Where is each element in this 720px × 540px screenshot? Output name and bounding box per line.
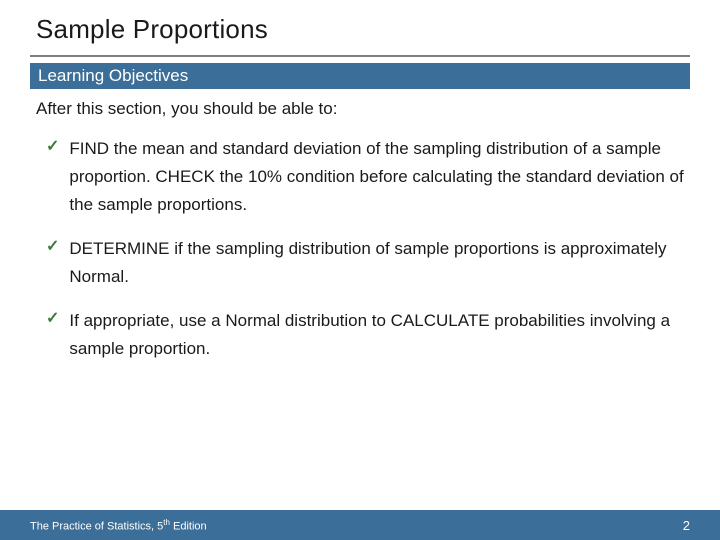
- objectives-list: ✓ FIND the mean and standard deviation o…: [46, 135, 690, 379]
- subhead-bar: Learning Objectives: [30, 63, 690, 89]
- list-item: ✓ DETERMINE if the sampling distribution…: [46, 235, 690, 291]
- objective-text: FIND the mean and standard deviation of …: [69, 135, 690, 219]
- objective-text: If appropriate, use a Normal distributio…: [69, 307, 690, 363]
- page-number: 2: [683, 518, 690, 533]
- footer-title-prefix: The Practice of Statistics, 5: [30, 520, 163, 532]
- objective-text: DETERMINE if the sampling distribution o…: [69, 235, 690, 291]
- list-item: ✓ FIND the mean and standard deviation o…: [46, 135, 690, 219]
- check-icon: ✓: [46, 307, 59, 331]
- subhead-text: Learning Objectives: [38, 66, 684, 86]
- footer-bar: The Practice of Statistics, 5th Edition …: [0, 510, 720, 540]
- footer-title-suffix: Edition: [170, 520, 207, 532]
- title-underline: [30, 55, 690, 57]
- footer-book-title: The Practice of Statistics, 5th Edition: [30, 518, 207, 533]
- check-icon: ✓: [46, 235, 59, 259]
- title-area: Sample Proportions: [0, 0, 720, 51]
- check-icon: ✓: [46, 135, 59, 159]
- slide: Sample Proportions Learning Objectives A…: [0, 0, 720, 540]
- intro-text: After this section, you should be able t…: [36, 99, 690, 119]
- list-item: ✓ If appropriate, use a Normal distribut…: [46, 307, 690, 363]
- slide-title: Sample Proportions: [36, 14, 690, 45]
- footer-ordinal-sup: th: [163, 518, 170, 527]
